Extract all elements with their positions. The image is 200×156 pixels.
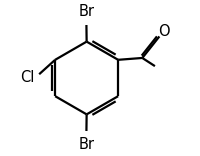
Text: Br: Br [78,4,94,19]
Text: O: O [158,24,170,39]
Text: Cl: Cl [21,71,35,85]
Text: Br: Br [78,137,94,152]
